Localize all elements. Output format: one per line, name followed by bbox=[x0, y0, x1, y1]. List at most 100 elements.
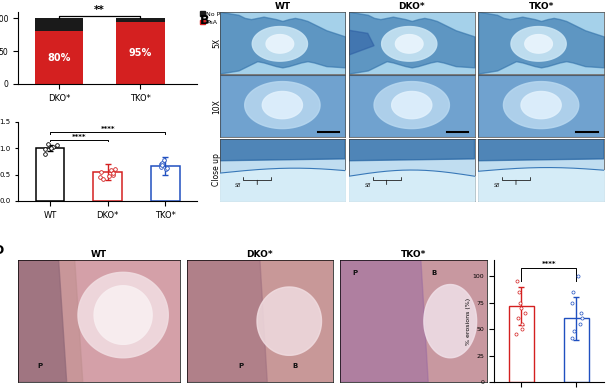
Polygon shape bbox=[340, 260, 487, 382]
Bar bbox=[93, 172, 122, 201]
Text: D: D bbox=[0, 244, 4, 257]
Polygon shape bbox=[340, 260, 487, 382]
Point bbox=[517, 326, 527, 332]
Point bbox=[576, 310, 586, 316]
Title: WT: WT bbox=[91, 250, 107, 259]
Point bbox=[573, 273, 583, 279]
Polygon shape bbox=[245, 82, 320, 129]
Point bbox=[104, 172, 114, 179]
Polygon shape bbox=[18, 260, 83, 382]
Point bbox=[109, 171, 118, 177]
Polygon shape bbox=[503, 82, 579, 129]
Point bbox=[512, 331, 522, 337]
Text: B: B bbox=[431, 270, 436, 276]
Title: TKO*: TKO* bbox=[401, 250, 426, 259]
Point bbox=[43, 141, 53, 147]
Point bbox=[157, 162, 167, 168]
Polygon shape bbox=[220, 139, 345, 161]
Title: DKO*: DKO* bbox=[398, 2, 425, 11]
Polygon shape bbox=[257, 287, 321, 355]
Text: P: P bbox=[352, 270, 357, 276]
Polygon shape bbox=[349, 139, 475, 201]
Bar bbox=[151, 165, 180, 201]
Polygon shape bbox=[187, 260, 267, 382]
Point bbox=[40, 146, 50, 152]
Polygon shape bbox=[262, 92, 303, 119]
Point bbox=[156, 161, 165, 167]
Polygon shape bbox=[266, 35, 293, 53]
Polygon shape bbox=[18, 260, 179, 382]
Text: B: B bbox=[292, 363, 298, 369]
Polygon shape bbox=[521, 92, 561, 119]
Bar bbox=[35, 148, 65, 201]
Polygon shape bbox=[349, 75, 475, 137]
Bar bbox=[564, 319, 589, 382]
Text: SB: SB bbox=[494, 183, 500, 188]
Point bbox=[517, 321, 526, 327]
Point bbox=[516, 305, 526, 311]
Point bbox=[513, 316, 523, 322]
Polygon shape bbox=[525, 35, 553, 53]
Point bbox=[520, 310, 529, 316]
Point bbox=[157, 160, 167, 166]
Title: DKO*: DKO* bbox=[246, 250, 273, 259]
Point bbox=[576, 316, 586, 322]
Point bbox=[40, 151, 50, 158]
Y-axis label: % erosions (%): % erosions (%) bbox=[466, 298, 471, 345]
Bar bbox=[116, 18, 165, 21]
Polygon shape bbox=[253, 27, 307, 61]
Title: WT: WT bbox=[274, 2, 290, 11]
Polygon shape bbox=[395, 35, 423, 53]
Text: ****: **** bbox=[542, 261, 556, 267]
Point bbox=[98, 176, 108, 182]
Point bbox=[110, 166, 120, 172]
Text: ****: **** bbox=[71, 134, 86, 140]
Polygon shape bbox=[349, 30, 374, 55]
Bar bbox=[509, 306, 534, 382]
Polygon shape bbox=[220, 75, 345, 137]
Point bbox=[575, 321, 584, 327]
Polygon shape bbox=[478, 75, 604, 137]
Point bbox=[568, 289, 578, 295]
Bar bbox=[35, 18, 84, 31]
Text: ****: **** bbox=[101, 126, 115, 132]
Text: 95%: 95% bbox=[129, 48, 152, 58]
Polygon shape bbox=[478, 139, 604, 201]
Point bbox=[162, 165, 172, 171]
Bar bbox=[116, 21, 165, 84]
Point bbox=[567, 300, 576, 306]
Title: TKO*: TKO* bbox=[528, 2, 554, 11]
Point bbox=[159, 157, 169, 163]
Point bbox=[567, 335, 577, 341]
Polygon shape bbox=[374, 82, 450, 129]
Polygon shape bbox=[78, 272, 168, 358]
Y-axis label: Close up: Close up bbox=[212, 154, 221, 186]
Point bbox=[569, 328, 579, 334]
Polygon shape bbox=[340, 260, 428, 382]
Polygon shape bbox=[392, 92, 432, 119]
Polygon shape bbox=[478, 139, 604, 161]
Point bbox=[108, 170, 118, 177]
Polygon shape bbox=[382, 27, 437, 61]
Polygon shape bbox=[94, 286, 152, 344]
Point bbox=[46, 145, 56, 151]
Polygon shape bbox=[511, 27, 566, 61]
Point bbox=[96, 169, 106, 175]
Polygon shape bbox=[187, 260, 333, 382]
Polygon shape bbox=[424, 285, 476, 358]
Y-axis label: 5X: 5X bbox=[212, 37, 221, 48]
Legend: No PsA, PsA: No PsA, PsA bbox=[200, 11, 228, 25]
Text: P: P bbox=[238, 363, 243, 369]
Point bbox=[49, 144, 59, 150]
Point bbox=[156, 163, 165, 170]
Polygon shape bbox=[220, 139, 345, 201]
Text: 80%: 80% bbox=[47, 53, 71, 62]
Point bbox=[161, 166, 171, 172]
Point bbox=[512, 278, 522, 284]
Text: P: P bbox=[38, 363, 43, 369]
Polygon shape bbox=[18, 260, 66, 382]
Point bbox=[52, 142, 62, 149]
Y-axis label: 10X: 10X bbox=[212, 99, 221, 114]
Point bbox=[515, 300, 525, 306]
Polygon shape bbox=[187, 260, 333, 382]
